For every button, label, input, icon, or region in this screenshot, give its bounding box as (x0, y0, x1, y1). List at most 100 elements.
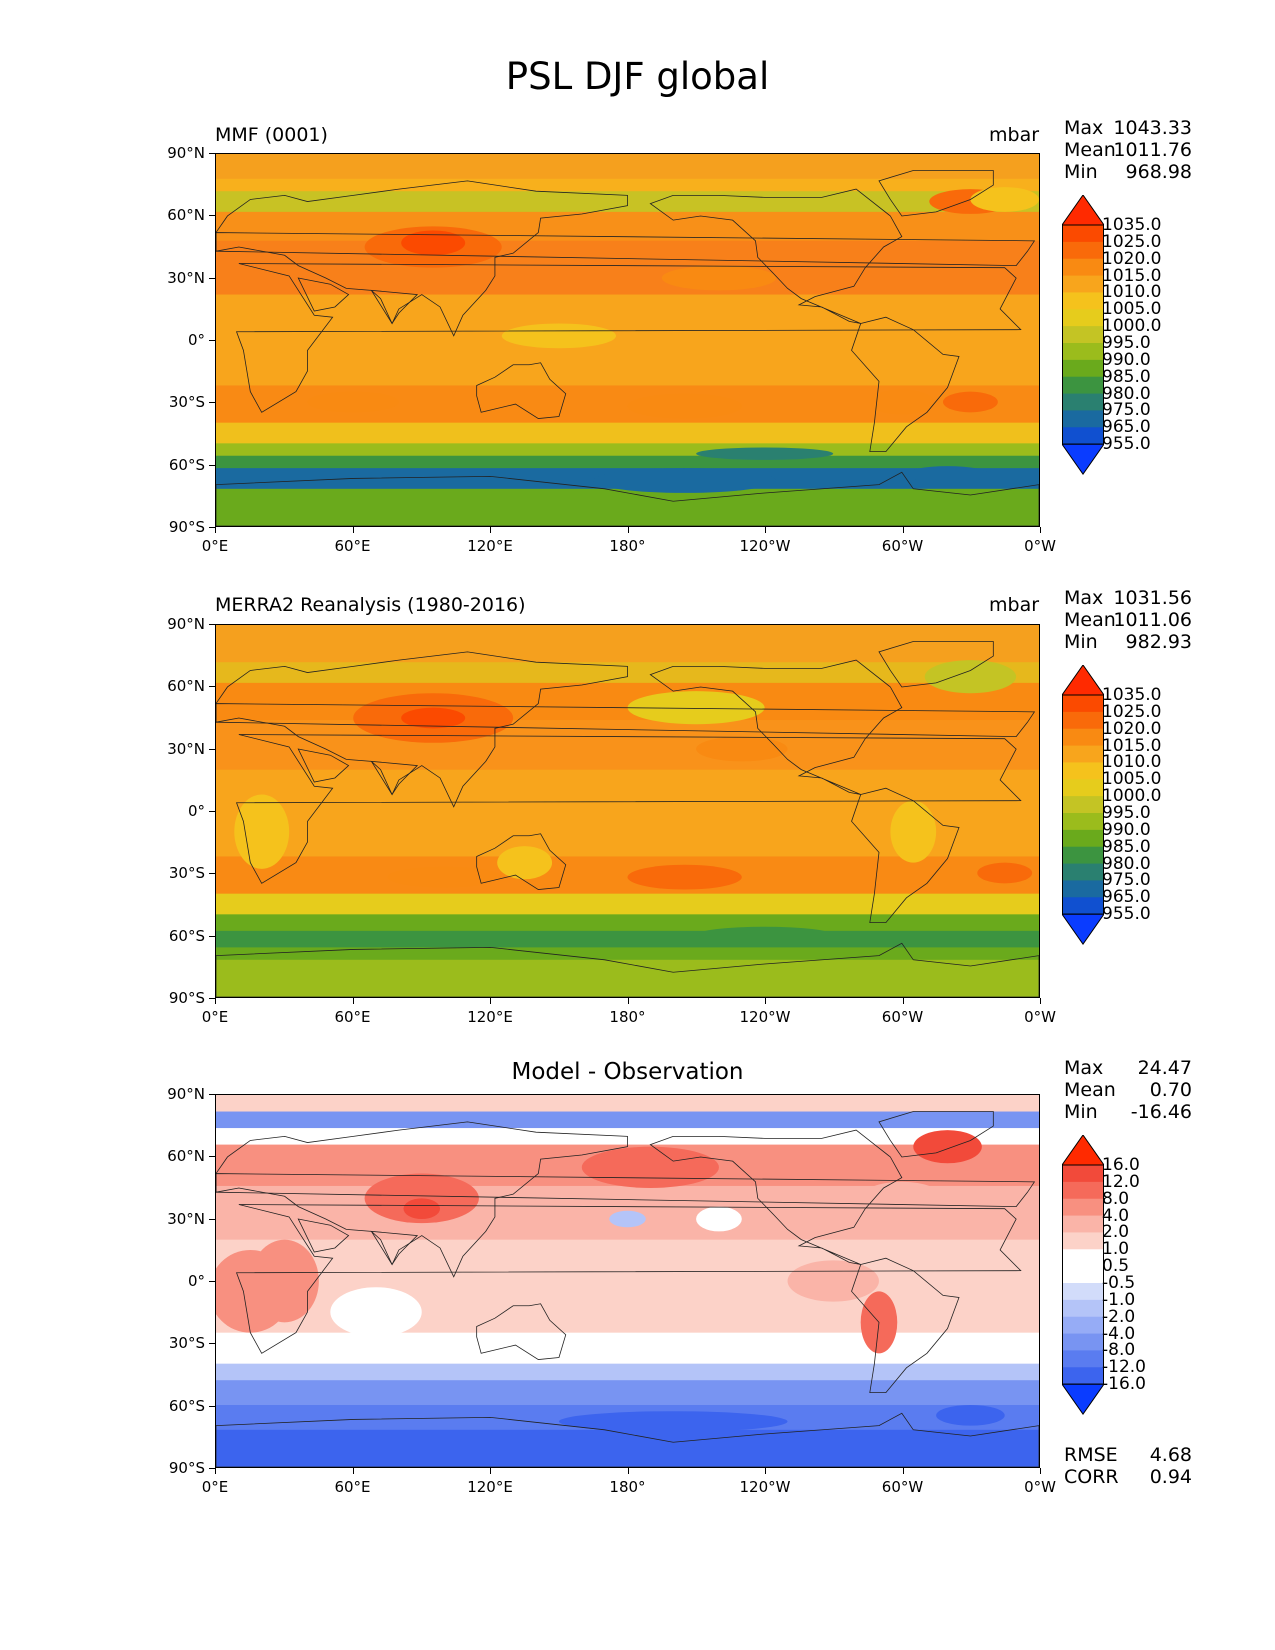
y-tick-label: 90°S (168, 989, 205, 1007)
colorbar-swatch (1062, 410, 1104, 428)
coastline-arabia (297, 748, 350, 783)
colorbar-swatch (1062, 829, 1104, 848)
field-band (216, 914, 1039, 932)
colorbar-tick-label: 985.0 (1102, 836, 1151, 857)
colorbar-swatch (1062, 796, 1104, 814)
y-tick-label: 60°S (168, 1396, 205, 1415)
coastline-arabia (297, 1218, 350, 1253)
colorbar-tick-label: -8.0 (1102, 1340, 1136, 1361)
panel-2-map: 90°N 60°N 30°N 0° 30°S 60°S 90°S 0°E 60°E 120°E 18… (167, 615, 1056, 1026)
coastline-africa (235, 734, 1022, 884)
stat-key: Mean (1064, 609, 1116, 631)
field-feature (401, 230, 466, 256)
colorbar-swatch (1062, 1283, 1104, 1301)
field-band (216, 422, 1039, 444)
field-feature (387, 866, 502, 888)
x-tick-mark (902, 1468, 904, 1474)
field-feature (497, 846, 553, 880)
y-tick-mark (209, 1156, 215, 1158)
x-tick-label: 0°E (201, 537, 229, 555)
x-tick-label: 120°E (467, 1478, 513, 1496)
y-tick-label: 30°N (167, 1209, 205, 1228)
field-band (216, 1111, 1039, 1129)
y-tick-mark (209, 998, 215, 999)
colorbar-swatch (1062, 1350, 1104, 1368)
colorbar-swatch (1062, 1232, 1104, 1250)
y-tick-mark (209, 153, 215, 154)
x-tick-label: 60°E (334, 1008, 371, 1026)
colorbar-swatch (1062, 393, 1104, 411)
y-tick-label: 30°S (168, 1334, 205, 1353)
stat-row: Mean 0.70 (1064, 1079, 1192, 1101)
x-tick-mark (1040, 1468, 1041, 1474)
field-band (216, 443, 1039, 457)
field-feature (696, 1206, 742, 1232)
colorbar-extend-top (1062, 665, 1104, 696)
coastline-india (370, 1230, 419, 1266)
stat-value: -16.46 (1130, 1101, 1192, 1123)
x-tick-label: 180° (609, 1008, 646, 1026)
x-tick-mark (902, 998, 904, 1004)
x-tick-mark (352, 998, 354, 1004)
colorbar-extend-bottom (1062, 913, 1104, 946)
field-feature (890, 800, 937, 863)
x-tick-label: 60°W (881, 1478, 924, 1496)
x-tick-mark (1040, 527, 1041, 533)
colorbar-swatch (1062, 1333, 1104, 1351)
coastline-australia (476, 833, 567, 890)
field-band (216, 154, 1039, 180)
stat-row: Max 1043.33 (1064, 117, 1192, 139)
coastline-namerica (649, 1129, 903, 1265)
y-tick-label: 0° (187, 331, 205, 349)
colorbar-swatch (1062, 1266, 1104, 1284)
y-tick-mark (209, 748, 215, 750)
colorbar-extend-top (1062, 1135, 1104, 1166)
colorbar-tick-label: 980.0 (1102, 853, 1151, 874)
y-tick-mark (209, 1094, 215, 1095)
field-band (216, 1363, 1039, 1381)
field-feature (696, 926, 834, 944)
y-tick-label: 90°N (167, 144, 205, 162)
y-tick-mark (209, 935, 215, 937)
field-feature (501, 323, 617, 349)
field-feature (234, 794, 290, 869)
colorbar-tick-label: 1035.0 (1102, 685, 1162, 705)
colorbar-frame (1062, 694, 1104, 915)
x-tick-mark (490, 998, 491, 1004)
colorbar-swatch (1062, 1215, 1104, 1233)
panel-1-map: 90°N 60°N 30°N 0° 30°S 60°S 90°S 0°E 60°E 120°E 18… (167, 144, 1056, 555)
colorbar-tick-label: 1010.0 (1102, 752, 1162, 773)
x-tick-mark (765, 998, 766, 1004)
field-feature (661, 265, 777, 291)
stat-value: 24.47 (1137, 1057, 1192, 1079)
x-tick-label: 180° (609, 1478, 646, 1496)
colorbar-swatch (1062, 225, 1104, 243)
colorbar-swatch (1062, 762, 1104, 780)
colorbar-tick-label: 1020.0 (1102, 248, 1162, 269)
coastline-eurasia (216, 651, 628, 808)
field-feature (942, 391, 998, 413)
colorbar-swatch (1062, 241, 1104, 260)
colorbar-tick-label: 975.0 (1102, 400, 1151, 421)
stat-key: Mean (1064, 1079, 1116, 1101)
map-canvas (215, 153, 1040, 527)
y-tick-mark (209, 464, 215, 466)
y-tick-label: 90°N (167, 1085, 205, 1103)
colorbar-swatch (1062, 745, 1104, 763)
colorbar-extend-top (1062, 195, 1104, 226)
colorbar-tick-label: 1000.0 (1102, 786, 1162, 807)
stat-value: 968.98 (1125, 161, 1192, 183)
stat-value: 1031.56 (1113, 587, 1192, 609)
coastline-india (370, 760, 419, 796)
coastline-arabia (297, 277, 350, 312)
field-feature (593, 468, 777, 493)
stat-row: Mean 1011.76 (1064, 139, 1192, 161)
y-tick-mark (209, 340, 215, 341)
colorbar-tick-label: -1.0 (1102, 1289, 1136, 1310)
field-band (216, 488, 1039, 526)
field-feature (627, 864, 742, 890)
field-feature (860, 1181, 943, 1215)
stat-row: Min 968.98 (1064, 161, 1192, 183)
x-tick-mark (490, 527, 491, 533)
field-feature (307, 391, 399, 413)
